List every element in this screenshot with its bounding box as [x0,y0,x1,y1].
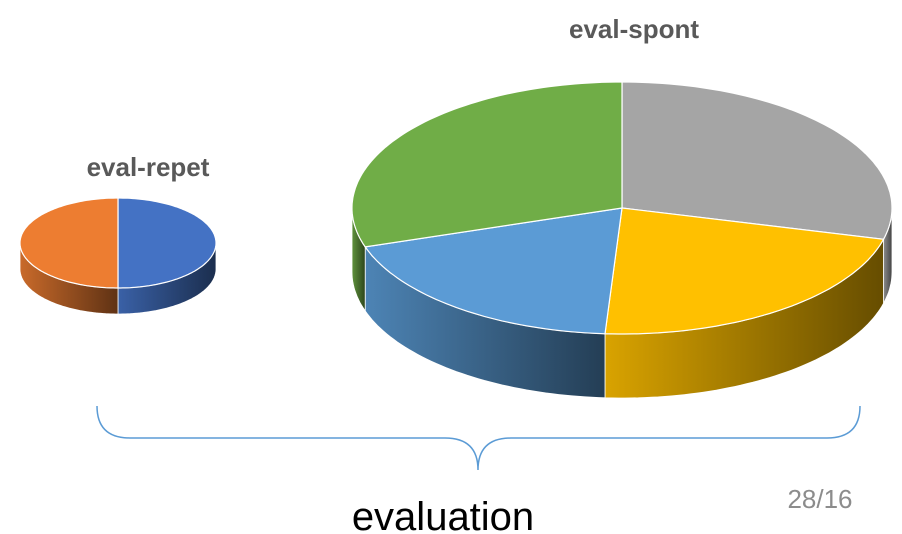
chart-title: eval-repet [87,152,210,182]
page-number: 28/16 [787,484,852,514]
slice [19,197,119,289]
slice [604,207,885,335]
slice [117,197,217,289]
slice [364,207,623,335]
chart-title: eval-spont [569,14,699,44]
brace [96,405,861,471]
slice [621,81,893,240]
slice [351,81,623,248]
caption: evaluation [352,495,534,534]
